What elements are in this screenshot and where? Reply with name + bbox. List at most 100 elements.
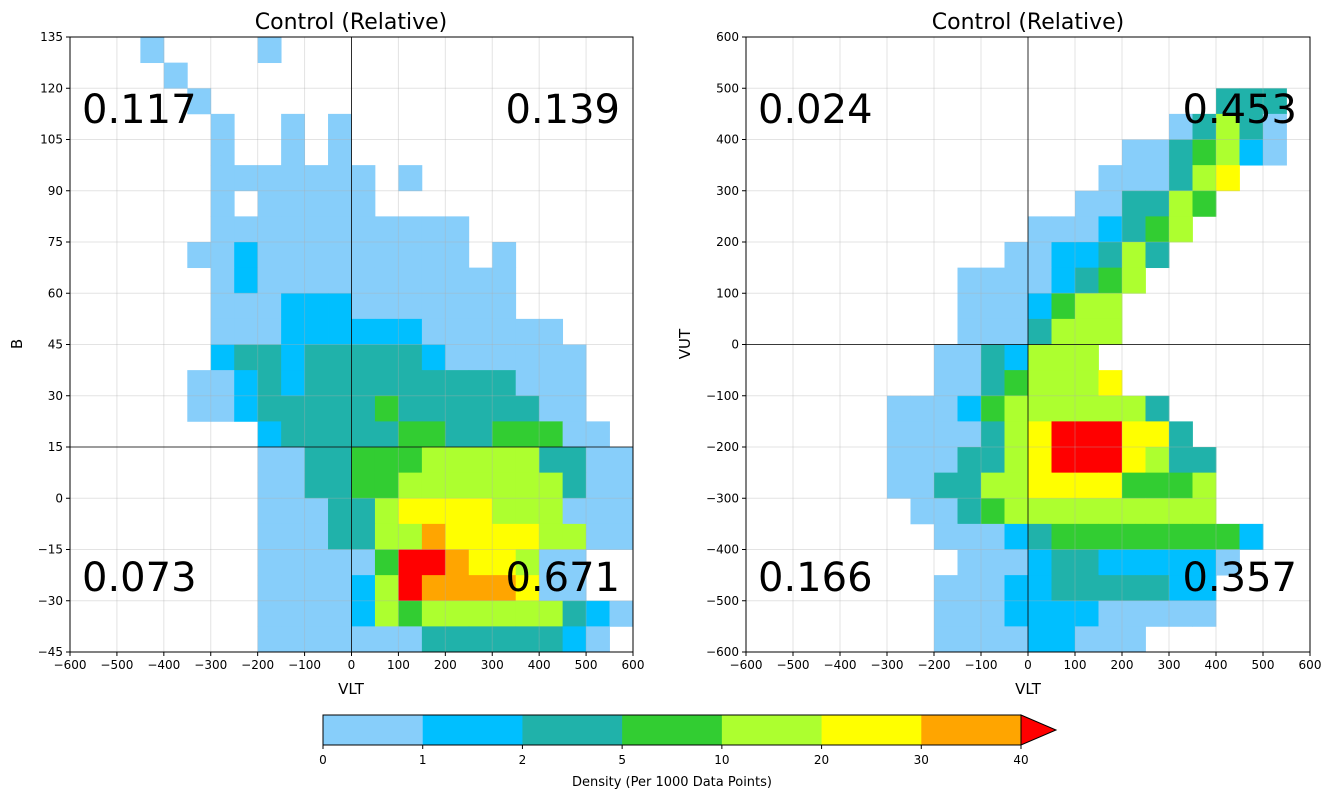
x-tick-label: −100 (288, 658, 321, 672)
heatmap-cell (257, 344, 282, 371)
heatmap-cell (1192, 139, 1217, 166)
heatmap-cell (398, 318, 423, 345)
heatmap-cell (257, 447, 282, 474)
heatmap-cell (304, 242, 329, 269)
x-axis-label-left: VLT (338, 680, 365, 698)
heatmap-cell (1075, 600, 1099, 627)
y-tick-label: 600 (716, 30, 739, 44)
heatmap-cell (1169, 523, 1193, 550)
y-tick-label: 100 (716, 286, 739, 300)
heatmap-cell (1028, 395, 1052, 422)
heatmap-cell (910, 498, 935, 525)
heatmap-cell (257, 216, 282, 243)
heatmap-cell (1004, 472, 1029, 499)
heatmap-cell (1098, 575, 1123, 602)
heatmap-cell (351, 318, 376, 345)
heatmap-cell (257, 421, 282, 448)
heatmap-cell (957, 421, 982, 448)
heatmap-cell (374, 318, 399, 345)
heatmap-cell (934, 575, 958, 602)
x-tick-label: 100 (1064, 658, 1087, 672)
x-ticks-right: −600 −500 −400 −300 −200 −100 0 100 200 300 400 500… (730, 652, 1321, 672)
y-tick-label: 90 (48, 184, 63, 198)
quadrant-fraction-bottom-right-right: 0.357 (1182, 555, 1297, 601)
heatmap-cell (281, 370, 305, 397)
heatmap-cell (328, 344, 352, 371)
heatmap-cell (1192, 472, 1217, 499)
heatmap-cell (1216, 139, 1240, 166)
heatmap-cell (586, 626, 610, 653)
heatmap-cell (421, 498, 446, 525)
heatmap-cell (281, 242, 305, 269)
heatmap-cell (281, 626, 305, 653)
heatmap-cell (492, 267, 517, 294)
heatmap-cell (1004, 447, 1029, 474)
colorbar-tick-label: 0 (319, 753, 327, 767)
heatmap-cell (1098, 498, 1123, 525)
heatmap-cell (374, 293, 399, 320)
heatmap-cell (1028, 318, 1052, 345)
colorbar-tick-label: 2 (519, 753, 527, 767)
heatmap-cell (1192, 190, 1217, 217)
heatmap-cell (351, 600, 376, 627)
heatmap-cell (981, 600, 1005, 627)
heatmap-cell (468, 395, 493, 422)
heatmap-cell (515, 626, 540, 653)
x-tick-label: −600 (730, 658, 763, 672)
heatmap-cell (1098, 549, 1123, 576)
heatmap-cell (1004, 242, 1029, 269)
heatmap-cell (351, 421, 376, 448)
quadrant-fraction-bottom-right-left: 0.671 (505, 555, 620, 601)
heatmap-cell (328, 113, 352, 140)
heatmap-cell (492, 498, 517, 525)
heatmap-cell (1145, 216, 1170, 243)
heatmap-cell (281, 216, 305, 243)
heatmap-cell (539, 447, 564, 474)
heatmap-cell (1004, 498, 1029, 525)
heatmap-cell (234, 293, 259, 320)
heatmap-cell (586, 600, 610, 627)
heatmap-cell (257, 37, 282, 64)
heatmap-cell (1169, 113, 1193, 140)
heatmap-cell (351, 472, 376, 499)
heatmap-cell (981, 267, 1005, 294)
heatmap-cell (304, 165, 329, 192)
heatmap-cell (539, 626, 564, 653)
heatmap-cell (187, 395, 212, 422)
x-tick-label: 600 (622, 658, 645, 672)
heatmap-cell (1028, 600, 1052, 627)
crosshair-left (70, 37, 633, 652)
y-tick-label: 135 (40, 30, 63, 44)
heatmap-cell (210, 216, 235, 243)
heatmap-cell (1004, 600, 1029, 627)
heatmap-cell (1051, 447, 1076, 474)
y-tick-label: −100 (706, 389, 739, 403)
heatmap-cell (328, 139, 352, 166)
heatmap-cell (374, 523, 399, 550)
x-tick-label: 500 (575, 658, 598, 672)
heatmap-cell (1004, 421, 1029, 448)
heatmap-cell (421, 447, 446, 474)
heatmap-cell (934, 626, 958, 653)
heatmap-cell (539, 472, 564, 499)
heatmap-cell (1122, 139, 1146, 166)
heatmap-cell (351, 523, 376, 550)
heatmap-cell (1145, 575, 1170, 602)
heatmap-cell (492, 523, 517, 550)
heatmap-cell (1028, 267, 1052, 294)
colorbar-tick-label: 40 (1013, 753, 1028, 767)
y-tick-label: −45 (38, 645, 63, 659)
heatmap-cell (234, 267, 259, 294)
x-tick-label: −500 (777, 658, 810, 672)
heatmap-cell (609, 498, 634, 525)
heatmap-cell (281, 523, 305, 550)
heatmap-cell (374, 370, 399, 397)
heatmap-cell (1051, 600, 1076, 627)
heatmap-cell (1051, 344, 1076, 371)
y-tick-label: 0 (55, 491, 63, 505)
heatmap-cell (957, 549, 982, 576)
heatmap-cell (234, 395, 259, 422)
heatmap-cell (351, 216, 376, 243)
heatmap-cell (539, 421, 564, 448)
x-tick-label: 0 (1024, 658, 1032, 672)
